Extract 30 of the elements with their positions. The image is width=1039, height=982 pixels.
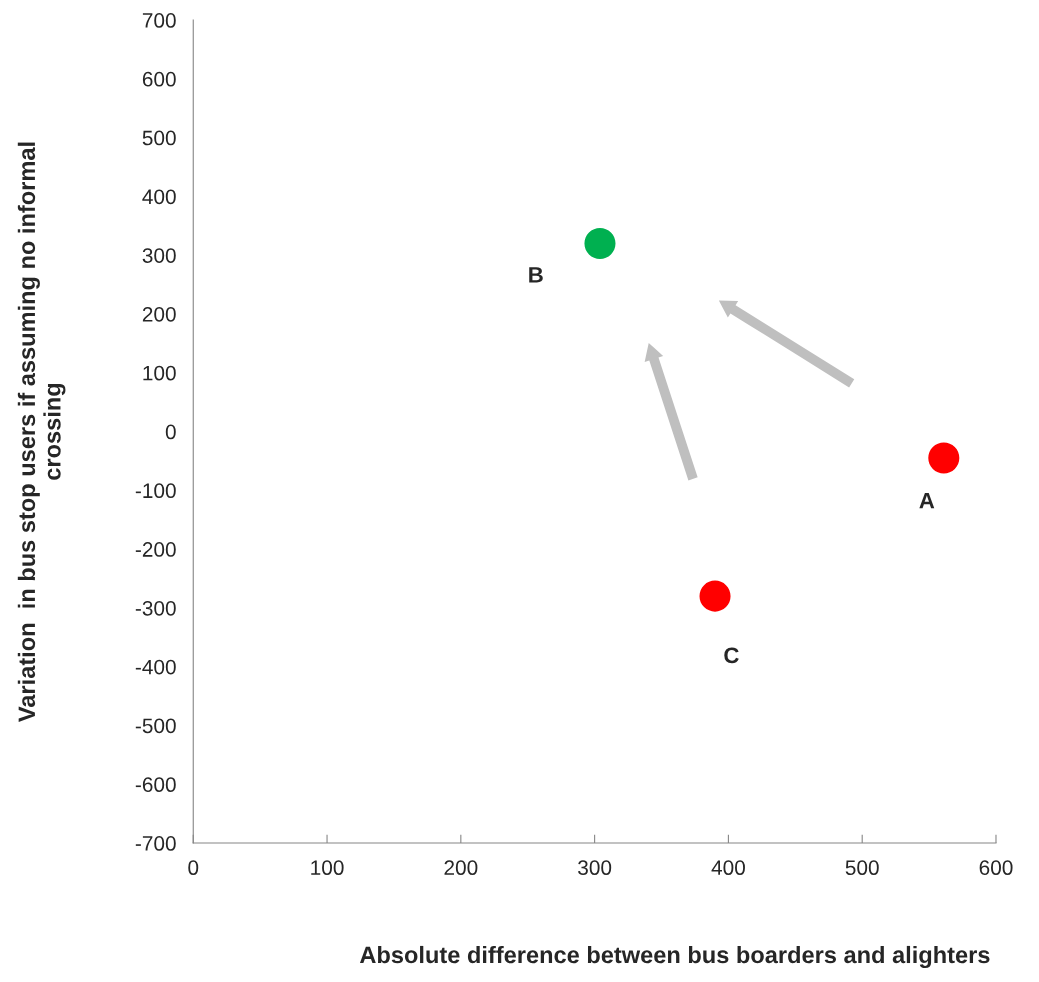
annotation: A: [919, 492, 935, 509]
y-tick-label: 300: [142, 248, 176, 263]
y-tick-label: 400: [142, 189, 176, 205]
point: [699, 580, 731, 612]
y-tick-label: 600: [142, 71, 176, 87]
y-tick-label: -400: [135, 659, 176, 675]
y-tick-label: 100: [143, 365, 176, 381]
point: [584, 227, 616, 259]
y-tick-label: -500: [135, 718, 176, 734]
x-tick-label: 300: [578, 860, 612, 876]
y-tick-label: -200: [135, 542, 176, 557]
point: [928, 442, 960, 474]
y-tick-label: -600: [135, 777, 176, 793]
y-tick-label: -100: [135, 483, 176, 499]
y-tick-label: -300: [135, 600, 176, 616]
annotation: C: [724, 647, 739, 664]
y-tick-label: 200: [142, 306, 176, 322]
y-tick-label: -700: [135, 836, 176, 851]
y-tick-label: 0: [165, 424, 176, 440]
annotation: B: [529, 267, 543, 283]
y-tick-label: 700: [142, 13, 176, 28]
x-tick-label: 0: [188, 860, 199, 876]
y-tick-label: 500: [142, 130, 176, 146]
x-tick-label: 500: [845, 860, 879, 876]
x-tick-label: 100: [311, 860, 344, 876]
x-axis-title: Absolute difference between bus boarders and alighters: [359, 945, 990, 969]
x-tick-label: 600: [979, 860, 1013, 876]
y-axis-title: Variation in bus stop users if assuming no informal crossing: [17, 142, 66, 722]
x-tick-label: 400: [711, 860, 745, 876]
x-tick-label: 200: [444, 860, 478, 876]
